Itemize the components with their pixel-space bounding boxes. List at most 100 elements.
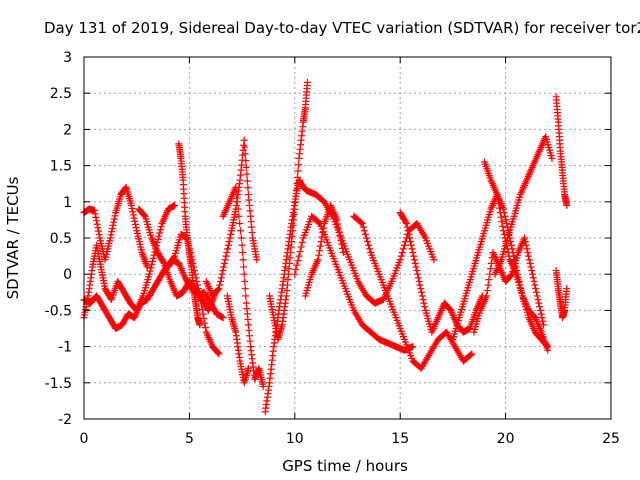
data-point — [155, 232, 163, 240]
data-point — [315, 251, 323, 259]
data-point — [408, 245, 416, 253]
y-tick-label: 0.5 — [50, 231, 72, 247]
data-point — [416, 281, 424, 289]
data-point — [131, 217, 139, 225]
data-point — [240, 136, 248, 144]
data-point — [539, 317, 547, 325]
data-point — [414, 270, 422, 278]
data-point — [220, 263, 228, 271]
data-point — [201, 324, 209, 332]
data-point — [521, 238, 529, 246]
data-point — [366, 245, 374, 253]
data-point — [129, 208, 137, 216]
data-point — [110, 215, 118, 223]
data-point — [143, 263, 151, 271]
data-point — [483, 292, 491, 300]
data-point — [241, 285, 249, 293]
y-axis-ticks: -2 -1.5 -1 -0.5 0 0.5 1 1.5 2 2.5 3 — [45, 50, 611, 428]
data-point — [525, 252, 533, 260]
series-sat-h — [219, 183, 267, 390]
data-point — [362, 234, 370, 242]
series-sat-u — [552, 93, 571, 209]
data-point — [499, 205, 507, 213]
data-point — [407, 241, 415, 249]
data-point — [146, 267, 154, 275]
data-point — [157, 223, 165, 231]
data-point — [298, 239, 306, 247]
data-point — [232, 183, 240, 191]
data-point — [534, 296, 542, 304]
data-point — [94, 227, 102, 235]
data-point — [358, 220, 366, 228]
data-point — [227, 230, 235, 238]
data-point — [485, 276, 493, 284]
x-tick-label: 10 — [286, 431, 304, 447]
data-point — [502, 216, 510, 224]
data-point — [495, 200, 503, 208]
data-point — [360, 227, 368, 235]
data-point — [214, 349, 222, 357]
data-point — [468, 350, 476, 358]
data-point — [499, 227, 507, 235]
data-point — [535, 299, 543, 307]
data-point — [295, 252, 303, 260]
data-point — [131, 220, 139, 228]
data-point — [537, 310, 545, 318]
y-tick-label: -2 — [58, 412, 72, 428]
data-point — [403, 223, 411, 231]
data-point — [194, 285, 202, 293]
data-point — [108, 224, 116, 232]
data-point — [359, 223, 367, 231]
data-point — [239, 256, 247, 264]
data-point — [548, 154, 556, 162]
data-point — [318, 233, 326, 241]
data-point — [487, 265, 495, 273]
data-point — [533, 292, 541, 300]
data-point — [406, 234, 414, 242]
data-point — [421, 303, 429, 311]
data-point — [235, 212, 243, 220]
data-point — [296, 248, 304, 256]
data-point — [224, 245, 232, 253]
data-point — [334, 220, 342, 228]
data-point — [185, 241, 193, 249]
data-point — [292, 266, 300, 274]
data-point — [192, 274, 200, 282]
data-point — [244, 364, 252, 372]
series-sat-q — [449, 191, 552, 351]
data-point — [196, 292, 204, 300]
data-point — [316, 247, 324, 255]
data-point — [293, 180, 301, 188]
data-point — [314, 256, 322, 264]
data-point — [147, 264, 155, 272]
data-point — [530, 277, 538, 285]
data-point — [501, 212, 509, 220]
y-tick-label: -1 — [58, 340, 72, 356]
data-point — [240, 263, 248, 271]
y-tick-label: 3 — [63, 50, 72, 66]
data-point — [503, 220, 511, 228]
data-point — [487, 259, 495, 267]
data-point — [156, 229, 164, 237]
data-point — [292, 192, 300, 200]
data-point — [253, 256, 261, 264]
data-points — [80, 78, 571, 416]
data-point — [365, 241, 373, 249]
data-point — [540, 321, 548, 329]
data-point — [122, 184, 130, 192]
data-point — [149, 254, 157, 262]
data-point — [294, 167, 302, 175]
data-point — [240, 270, 248, 278]
data-point — [193, 277, 201, 285]
data-point — [219, 314, 227, 322]
data-point — [241, 150, 249, 158]
data-point — [239, 248, 247, 256]
data-point — [523, 245, 531, 253]
data-point — [338, 240, 346, 248]
data-point — [410, 256, 418, 264]
data-point — [91, 210, 99, 218]
data-point — [536, 303, 544, 311]
data-point — [412, 263, 420, 271]
data-point — [195, 288, 203, 296]
data-point — [411, 259, 419, 267]
